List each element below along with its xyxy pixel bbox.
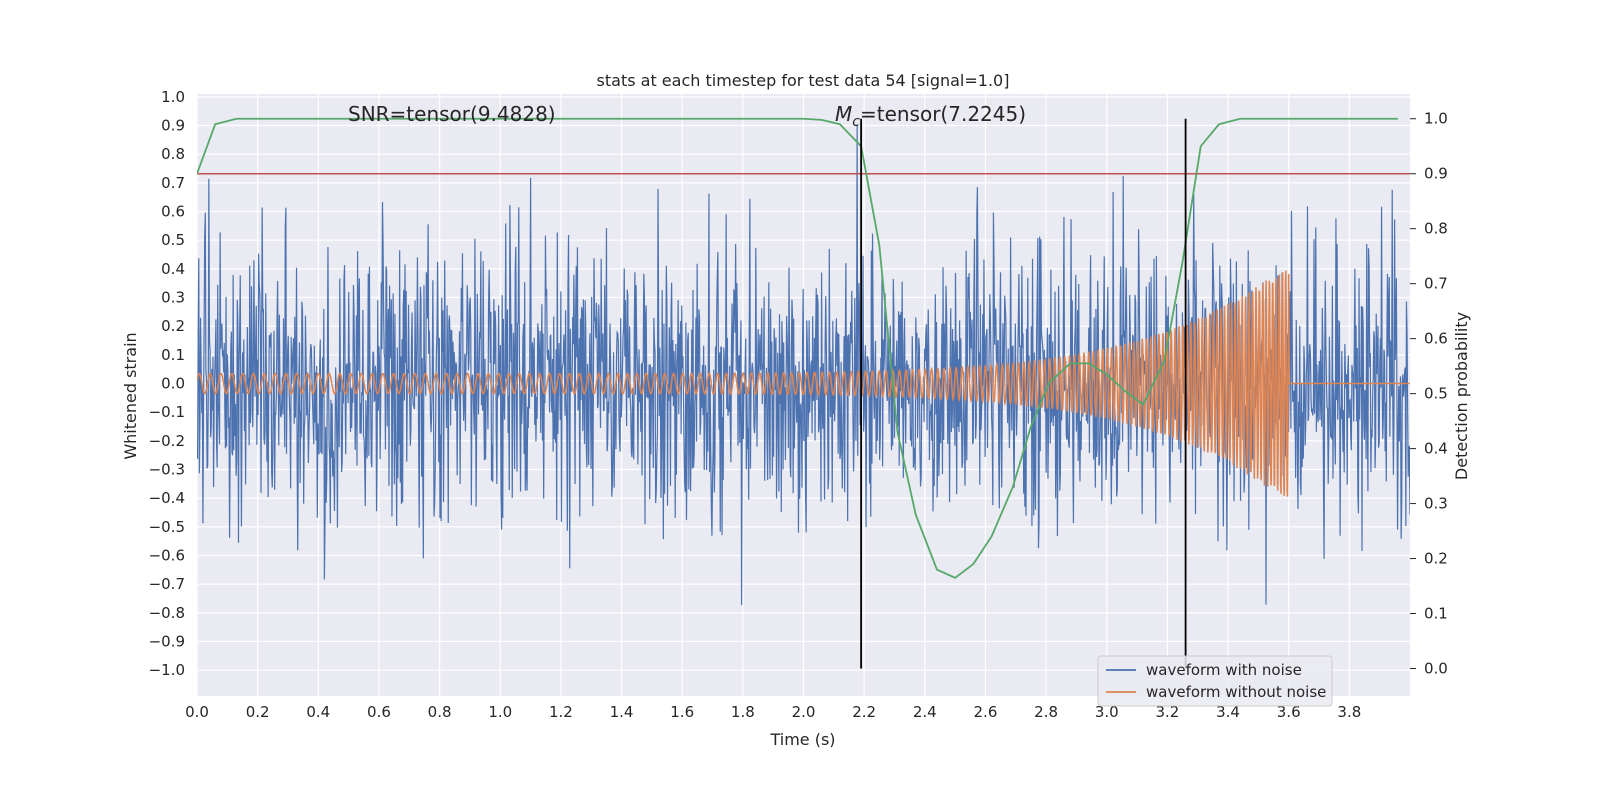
- y-tick-label: 0.1: [161, 346, 185, 364]
- x-tick-label: 3.2: [1155, 703, 1179, 721]
- x-tick-label: 3.0: [1095, 703, 1119, 721]
- y-tick-label: −0.7: [149, 575, 185, 593]
- legend-label-chirp: waveform without noise: [1146, 683, 1326, 701]
- y-tick-label: 0.4: [161, 260, 185, 278]
- y-tick-label: −0.6: [149, 547, 185, 565]
- y-tick-label: 0.0: [161, 375, 185, 393]
- x-tick-label: 0.8: [428, 703, 452, 721]
- y-tick-label: −0.2: [149, 432, 185, 450]
- mc-value: =tensor(7.2245): [860, 102, 1026, 126]
- y-tick-label: −0.3: [149, 461, 185, 479]
- x-tick-label: 0.4: [306, 703, 330, 721]
- x-tick-label: 0.2: [246, 703, 270, 721]
- x-tick-label: 0.6: [367, 703, 391, 721]
- x-tick-label: 1.6: [670, 703, 694, 721]
- series-detection-probability: [197, 117, 1398, 579]
- x-tick-label: 3.8: [1337, 703, 1361, 721]
- x-tick-label: 1.0: [488, 703, 512, 721]
- y2-tick-label: 1.0: [1424, 110, 1448, 128]
- y2-tick-label: 0.2: [1424, 550, 1448, 568]
- y2-tick-label: 0.1: [1424, 605, 1448, 623]
- series-waveform-without-noise: [197, 270, 1410, 497]
- x-axis-ticks: 0.0 0.2 0.4 0.6 0.8 1.0 1.2 1.4 1.6 1.8 2.0 2.2 2.4 2…: [185, 703, 1361, 721]
- y-tick-label: 0.9: [161, 117, 185, 135]
- mc-symbol: M: [835, 102, 852, 126]
- x-tick-label: 1.8: [731, 703, 755, 721]
- y-tick-label: 1.0: [161, 88, 185, 106]
- y2-tick-label: 0.9: [1424, 165, 1448, 183]
- y-tick-label: −0.8: [149, 604, 185, 622]
- y2-tick-label: 0.5: [1424, 385, 1448, 403]
- y2-tick-label: 0.4: [1424, 440, 1448, 458]
- y2-tick-label: 0.6: [1424, 330, 1448, 348]
- x-tick-label: 3.4: [1216, 703, 1240, 721]
- y-axis-ticks: 1.0 0.9 0.8 0.7 0.6 0.5 0.4 0.3 0.2 0.1 0.0 −0.1 −0.…: [149, 88, 185, 679]
- y2-axis-ticks: 1.0 0.9 0.8 0.7 0.6 0.5 0.4 0.3 0.2 0.1 0.0: [1410, 110, 1448, 678]
- x-tick-label: 1.2: [549, 703, 573, 721]
- legend-box: [1097, 655, 1333, 707]
- mc-subscript: c: [852, 114, 860, 130]
- x-tick-label: 2.6: [974, 703, 998, 721]
- x-tick-label: 3.6: [1277, 703, 1301, 721]
- x-tick-label: 2.4: [913, 703, 937, 721]
- chart-title: stats at each timestep for test data 54 …: [597, 71, 1010, 90]
- y-tick-label: −1.0: [149, 661, 185, 679]
- legend-label-noise: waveform with noise: [1146, 661, 1302, 679]
- y-tick-label: 0.2: [161, 317, 185, 335]
- y2-tick-label: 0.3: [1424, 495, 1448, 513]
- y-tick-label: 0.3: [161, 289, 185, 307]
- snr-annotation: SNR=tensor(9.4828): [348, 102, 556, 126]
- y-tick-label: 0.7: [161, 174, 185, 192]
- y-axis-label: Whitened strain: [121, 332, 140, 459]
- y2-tick-label: 0.7: [1424, 275, 1448, 293]
- x-tick-label: 0.0: [185, 703, 209, 721]
- x-axis-label: Time (s): [769, 730, 835, 749]
- x-tick-label: 2.0: [792, 703, 816, 721]
- y2-tick-label: 0.0: [1424, 660, 1448, 678]
- x-tick-label: 2.8: [1034, 703, 1058, 721]
- x-tick-label: 2.2: [852, 703, 876, 721]
- x-tick-label: 1.4: [610, 703, 634, 721]
- y-tick-label: −0.5: [149, 518, 185, 536]
- y-tick-label: 0.8: [161, 145, 185, 163]
- y-tick-label: −0.9: [149, 633, 185, 651]
- y2-axis-label: Detection probability: [1452, 312, 1471, 480]
- mc-annotation: Mc=tensor(7.2245): [835, 102, 1026, 130]
- y-tick-label: 0.5: [161, 231, 185, 249]
- y2-tick-label: 0.8: [1424, 220, 1448, 238]
- legend: waveform with noise waveform without noi…: [1097, 655, 1333, 707]
- y-tick-label: 0.6: [161, 203, 185, 221]
- y-tick-label: −0.1: [149, 403, 185, 421]
- y-tick-label: −0.4: [149, 489, 185, 507]
